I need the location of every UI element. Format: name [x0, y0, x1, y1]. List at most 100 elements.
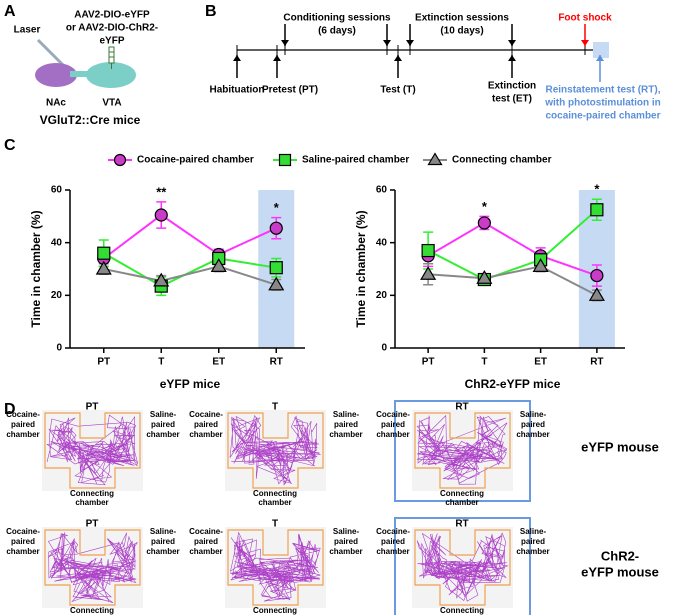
marker — [590, 268, 604, 283]
arrow-head — [508, 55, 516, 61]
arena-outline — [44, 529, 141, 606]
chamber-label: paired — [381, 537, 405, 546]
series-line — [103, 213, 277, 260]
y-tick-label: 0 — [381, 343, 387, 354]
chamber-label: Connecting — [70, 606, 114, 615]
session-label: T — [272, 519, 278, 530]
laser-label: Laser — [14, 25, 41, 36]
marker — [95, 260, 112, 275]
marker — [210, 258, 227, 272]
event-label: cocaine-paired chamber — [545, 111, 660, 122]
chamber-label: chamber — [258, 498, 291, 507]
chamber-label: Cocaine- — [6, 527, 40, 536]
arena-outline — [414, 529, 511, 606]
chamber-label: Saline- — [150, 527, 177, 536]
syringe — [108, 46, 115, 69]
marker — [153, 272, 170, 287]
x-tick-label: RT — [270, 357, 283, 368]
chamber-label: paired — [521, 537, 545, 546]
chamber-label: Cocaine- — [189, 527, 223, 536]
event-label: Foot shock — [558, 13, 612, 24]
chamber-label: paired — [151, 537, 175, 546]
chamber-label: chamber — [146, 547, 179, 556]
chamber-label: chamber — [6, 547, 39, 556]
panel-letter: D — [4, 401, 16, 418]
chamber-label: Cocaine- — [376, 410, 410, 419]
event-label: Extinction — [488, 81, 536, 92]
marker — [532, 258, 549, 272]
x-tick-label: PT — [422, 357, 435, 368]
chamber-label: Cocaine- — [6, 410, 40, 419]
row-label: eYFP mouse — [581, 564, 659, 579]
event-label: Pretest (PT) — [262, 85, 318, 96]
event-label: Habituation — [210, 85, 265, 96]
laser-fiber — [36, 38, 68, 70]
event-label: Extinction sessions — [415, 13, 509, 24]
panel-letter: A — [4, 3, 16, 20]
legend-label: Cocaine-paired chamber — [137, 155, 254, 166]
y-tick-label: 60 — [51, 185, 63, 196]
x-tick-label: ET — [534, 357, 547, 368]
significance: * — [274, 200, 280, 215]
arena-bg — [412, 527, 513, 608]
significance: * — [594, 182, 600, 197]
nac-label: NAc — [46, 98, 66, 109]
marker — [476, 270, 493, 284]
panel-letter: B — [205, 3, 217, 20]
arrow-head — [281, 40, 289, 46]
virus-label: or AAV2-DIO-ChR2- — [66, 23, 158, 34]
vta-region — [86, 62, 136, 88]
marker — [477, 216, 491, 230]
session-label: PT — [86, 402, 99, 413]
marker — [590, 203, 604, 217]
chamber-label: paired — [11, 537, 35, 546]
row-label: ChR2- — [601, 548, 639, 563]
arrow-head — [406, 40, 414, 46]
event-label: Test (T) — [380, 85, 415, 96]
chamber-label: Connecting — [70, 489, 114, 498]
arrow-head — [383, 40, 391, 46]
chamber-label: Saline- — [333, 527, 360, 536]
virus-label: AAV2-DIO-eYFP — [74, 10, 150, 21]
arena-outline — [414, 412, 511, 489]
x-tick-label: ET — [212, 357, 225, 368]
marker — [268, 276, 285, 291]
arena-outline — [227, 529, 324, 606]
chamber-label: Saline- — [150, 410, 177, 419]
chamber-label: Connecting — [440, 489, 484, 498]
chamber-label: Connecting — [253, 606, 297, 615]
arrow-head — [233, 55, 241, 61]
x-tick-label: RT — [590, 357, 603, 368]
marker — [427, 152, 443, 166]
arrow-head — [394, 55, 402, 61]
arrow-head — [508, 40, 516, 46]
rt-frame — [394, 400, 531, 502]
arrow-head — [581, 40, 589, 46]
arrow-head — [596, 55, 604, 61]
projection — [70, 71, 92, 77]
event-label: (10 days) — [440, 26, 483, 37]
chamber-label: chamber — [516, 547, 549, 556]
series-line — [428, 265, 598, 297]
marker — [154, 208, 168, 222]
nac-region — [35, 63, 77, 87]
event-label: Conditioning sessions — [283, 13, 391, 24]
y-axis-label: Time in chamber (%) — [354, 210, 368, 327]
arena-outline — [44, 412, 141, 489]
chamber-label: chamber — [146, 430, 179, 439]
chamber-label: Connecting — [253, 489, 297, 498]
y-tick-label: 40 — [51, 237, 63, 248]
chamber-label: chamber — [376, 430, 409, 439]
y-tick-label: 0 — [56, 343, 62, 354]
y-tick-label: 60 — [376, 185, 388, 196]
series-line — [427, 209, 598, 281]
mice-label: VGluT2::Cre mice — [40, 113, 141, 127]
session-label: T — [272, 402, 278, 413]
chamber-label: paired — [194, 537, 218, 546]
y-tick-label: 40 — [376, 237, 388, 248]
chamber-label: paired — [381, 420, 405, 429]
x-axis-label: ChR2-eYFP mice — [465, 377, 561, 391]
chamber-label: chamber — [376, 547, 409, 556]
x-tick-label: PT — [97, 357, 110, 368]
row-label: eYFP mouse — [581, 439, 659, 454]
